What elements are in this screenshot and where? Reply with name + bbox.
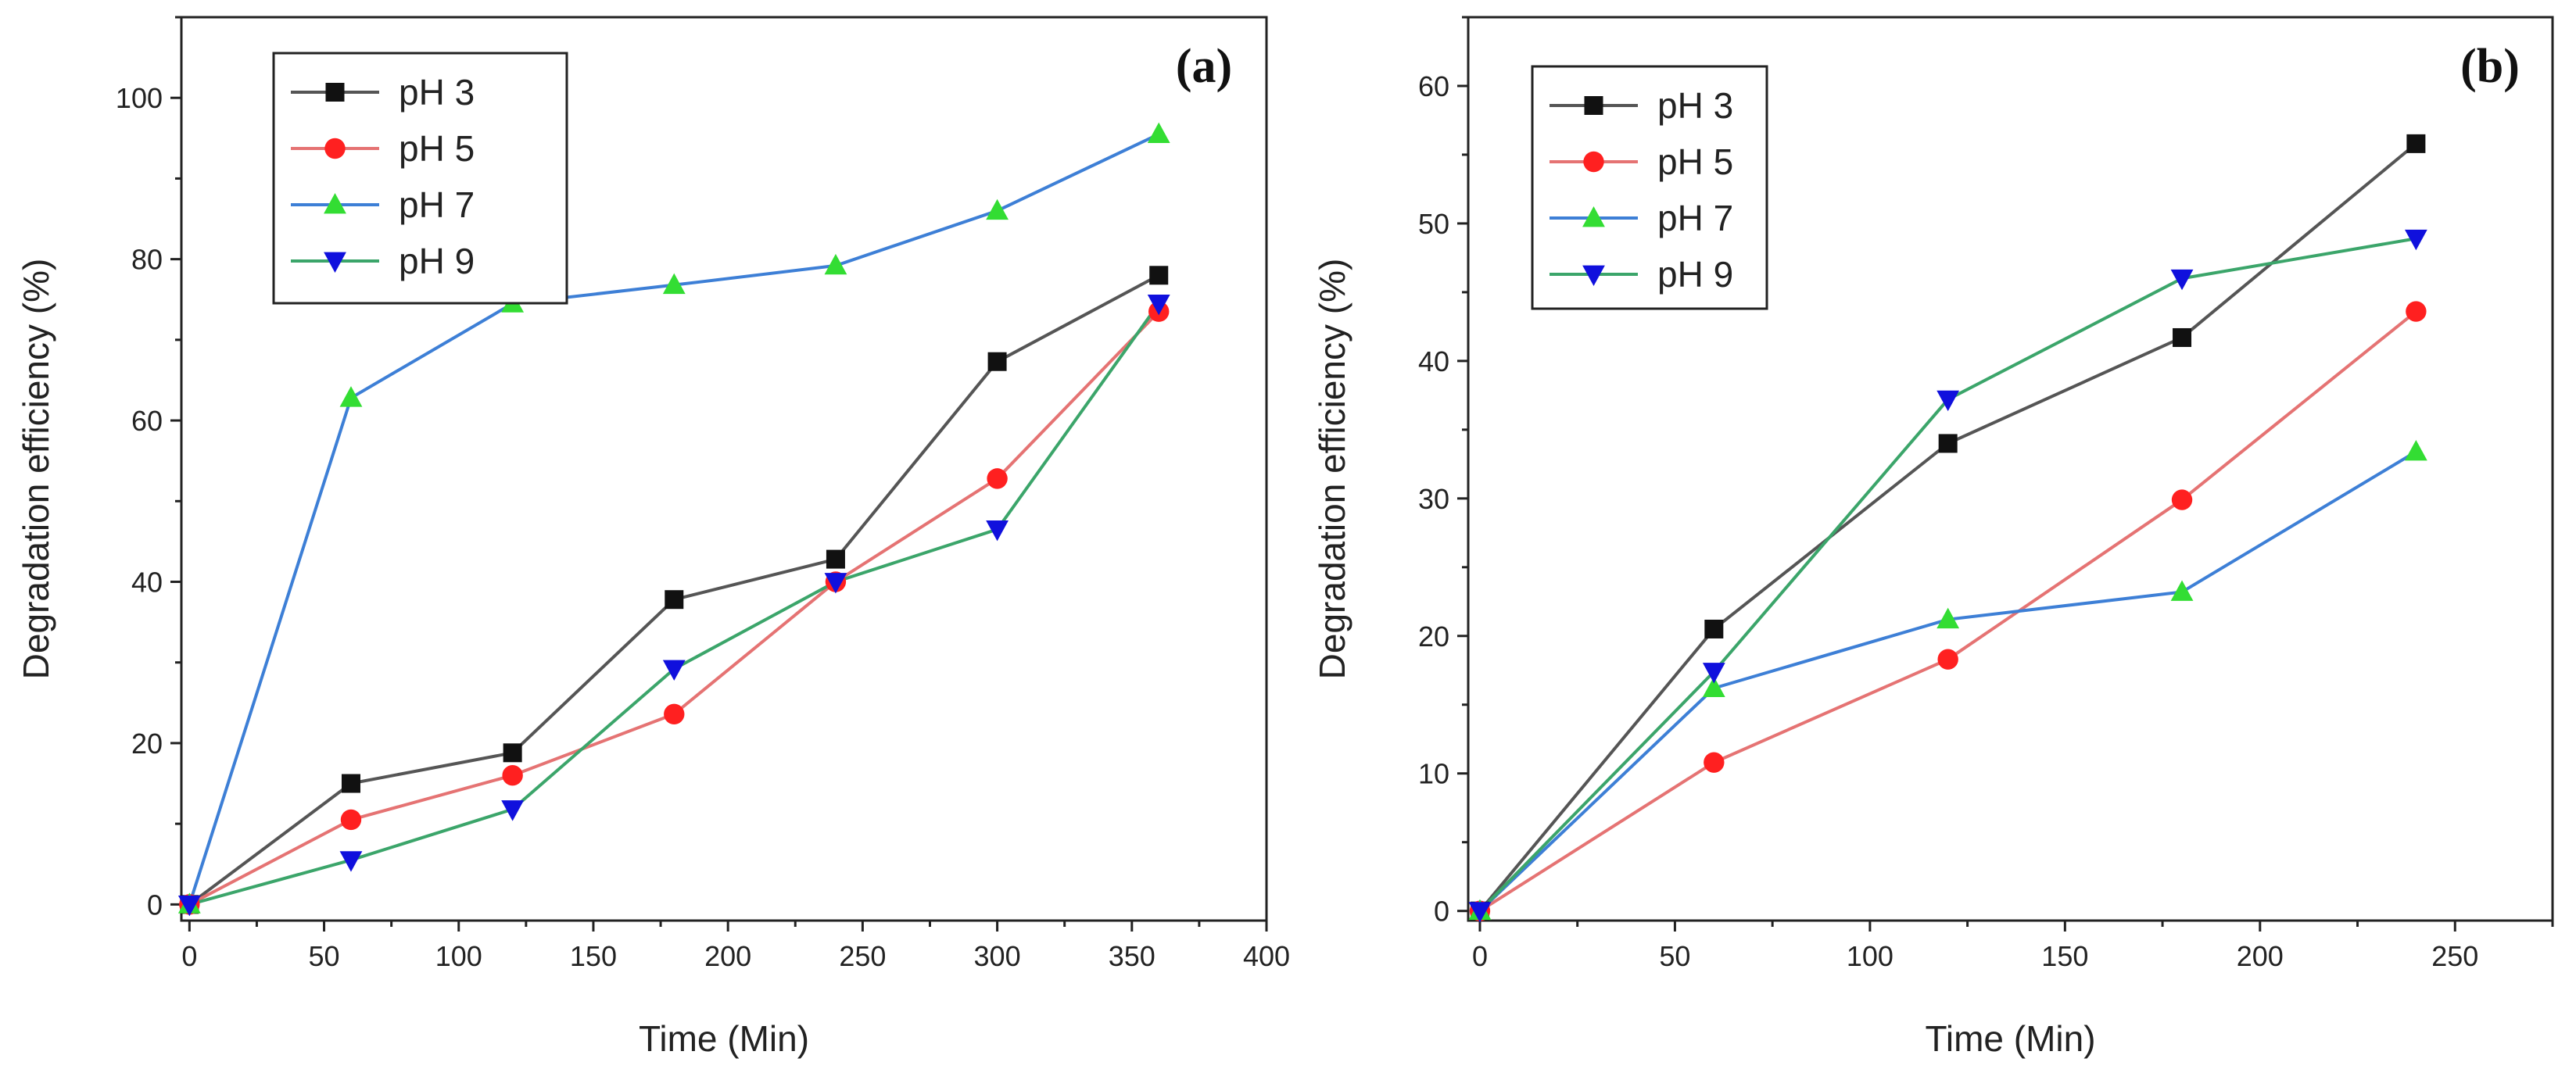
legend-label-ph-7: pH 7 [399, 184, 475, 225]
legend-label-ph-9: pH 9 [1657, 254, 1733, 295]
data-point-ph-5 [340, 809, 362, 831]
data-point-ph-9 [2170, 269, 2194, 291]
plot-frame [180, 16, 1268, 922]
series-line-ph-9 [1478, 237, 2417, 913]
data-point-ph-9 [1936, 390, 1960, 412]
data-point-ph-9 [339, 851, 363, 872]
data-point-ph-3 [1704, 619, 1724, 638]
series-line-ph-3 [188, 274, 1160, 906]
x-tick-label: 250 [839, 940, 886, 972]
data-point-ph-9 [177, 895, 201, 917]
data-point-ph-9 [824, 573, 847, 594]
data-point-ph-3 [987, 352, 1007, 371]
x-axis-title: Time (Min) [1925, 1018, 2095, 1059]
data-point-ph-3 [1938, 434, 1958, 453]
data-point-ph-9 [1147, 295, 1170, 316]
y-tick-label: 100 [116, 82, 163, 114]
x-axis-title: Time (Min) [639, 1018, 809, 1059]
x-tick-label: 200 [704, 940, 751, 972]
x-tick-label: 400 [1243, 940, 1290, 972]
data-point-ph-5 [1704, 752, 1725, 773]
x-tick-label: 250 [2431, 940, 2478, 972]
data-point-ph-5 [1937, 649, 1958, 670]
data-point-ph-7 [2404, 440, 2427, 461]
legend-marker-ph-9 [324, 252, 346, 273]
data-point-ph-7 [1702, 676, 1725, 698]
y-tick-label: 20 [131, 728, 163, 760]
x-tick-label: 50 [309, 940, 340, 972]
chart-panel-a: 0 50 100 150 200 250 300 350 400 0 20 40 60 80 100 Time… [16, 16, 1290, 1059]
data-point-ph-5 [502, 765, 523, 786]
legend-label-ph-5: pH 5 [1657, 141, 1733, 182]
y-axis-title: Degradation efficiency (%) [16, 259, 56, 680]
data-point-ph-9 [1702, 663, 1725, 684]
data-point-ph-3 [826, 549, 845, 569]
legend-marker-ph-3 [1584, 96, 1603, 115]
data-point-ph-9 [662, 660, 686, 681]
data-point-ph-5 [664, 703, 685, 724]
data-point-ph-7 [339, 386, 363, 407]
y-tick-label: 50 [1418, 208, 1449, 240]
legend: pH 3 pH 5 pH 7 pH 9 [272, 52, 568, 305]
y-tick-label: 60 [131, 405, 163, 437]
legend-marker-ph-7 [1582, 206, 1605, 227]
y-axis-title: Degradation efficiency (%) [1312, 259, 1352, 680]
legend-marker-ph-5 [324, 138, 346, 159]
legend-marker-ph-3 [325, 83, 345, 102]
legend: pH 3 pH 5 pH 7 pH 9 [1531, 65, 1768, 310]
data-point-ph-7 [1147, 122, 1170, 144]
data-point-ph-7 [2170, 580, 2194, 601]
x-tick-label: 0 [181, 940, 197, 972]
data-point-ph-9 [2404, 229, 2427, 251]
data-point-ph-9 [986, 520, 1009, 542]
legend-label-ph-5: pH 5 [399, 128, 475, 169]
legend-marker-ph-5 [1583, 151, 1604, 173]
data-point-ph-7 [1936, 607, 1960, 629]
panel-label: (a) [1176, 40, 1232, 93]
data-point-ph-5 [2171, 489, 2193, 510]
data-point-ph-7 [662, 273, 686, 295]
chart-panel-b: 0 50 100 150 200 250 0 10 20 30 40 50 60 Time (Min) De… [1312, 16, 2554, 1059]
x-tick-label: 50 [1659, 940, 1690, 972]
legend-label-ph-9: pH 9 [399, 241, 475, 281]
y-tick-label: 80 [131, 244, 163, 276]
x-tick-label: 300 [974, 940, 1021, 972]
x-tick-label: 350 [1109, 940, 1155, 972]
x-tick-label: 100 [435, 940, 482, 972]
y-tick-label: 20 [1418, 620, 1449, 653]
x-tick-label: 200 [2237, 940, 2284, 972]
series-line-ph-7 [1478, 450, 2417, 913]
y-tick-label: 10 [1418, 758, 1449, 790]
data-point-ph-9 [1468, 902, 1492, 923]
y-tick-label: 0 [147, 889, 163, 921]
data-point-ph-9 [501, 800, 525, 821]
y-tick-label: 40 [1418, 345, 1449, 377]
y-tick-label: 60 [1418, 70, 1449, 102]
x-tick-label: 150 [570, 940, 617, 972]
x-tick-label: 100 [1847, 940, 1893, 972]
x-tick-label: 150 [2041, 940, 2088, 972]
data-point-ph-3 [2173, 327, 2192, 347]
panel-label: (b) [2460, 40, 2520, 93]
legend-marker-ph-9 [1582, 265, 1605, 286]
data-point-ph-3 [341, 774, 360, 793]
legend-label-ph-3: pH 3 [1657, 85, 1733, 126]
legend-label-ph-7: pH 7 [1657, 198, 1733, 238]
data-point-ph-3 [503, 743, 522, 763]
data-point-ph-5 [987, 468, 1008, 489]
plot-frame [1467, 16, 2554, 922]
x-tick-label: 0 [1472, 940, 1488, 972]
data-point-ph-7 [824, 253, 847, 275]
data-point-ph-7 [986, 198, 1009, 220]
data-point-ph-3 [1149, 266, 1169, 285]
y-tick-label: 0 [1434, 896, 1449, 928]
y-tick-label: 40 [131, 567, 163, 599]
y-tick-label: 30 [1418, 483, 1449, 515]
legend-marker-ph-7 [324, 193, 346, 214]
legend-label-ph-3: pH 3 [399, 72, 475, 113]
data-point-ph-3 [2406, 134, 2426, 153]
data-point-ph-3 [665, 590, 684, 610]
data-point-ph-5 [2406, 301, 2427, 322]
